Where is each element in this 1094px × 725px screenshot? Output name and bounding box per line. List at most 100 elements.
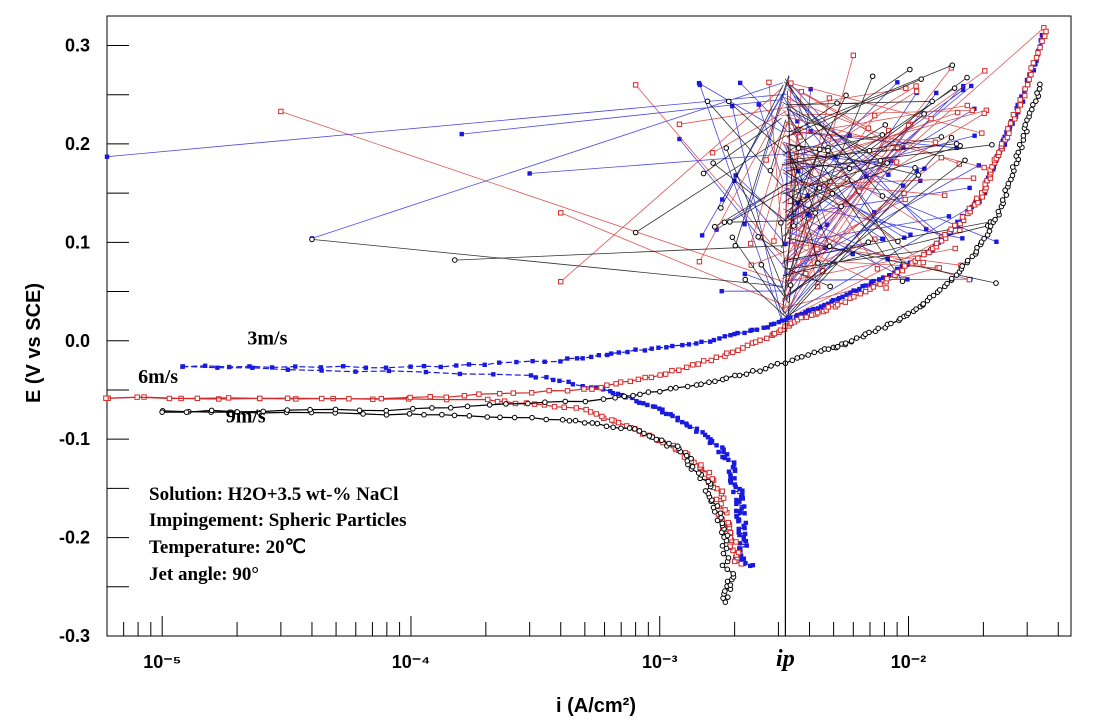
y-tick-label: 0.2: [65, 134, 90, 154]
data-point: [421, 363, 427, 369]
data-point: [542, 399, 548, 406]
data-point: [319, 368, 324, 373]
data-point: [551, 377, 556, 383]
data-point: [996, 149, 1002, 156]
data-point: [496, 390, 503, 397]
data-point: [928, 115, 934, 122]
data-point: [721, 219, 728, 226]
data-point: [486, 402, 493, 408]
data-point: [779, 318, 785, 323]
data-point: [874, 266, 881, 272]
data-point: [900, 183, 906, 188]
data-point: [930, 292, 937, 299]
data-point: [918, 76, 925, 82]
data-point: [857, 290, 864, 297]
data-point: [627, 378, 633, 385]
data-point: [662, 371, 669, 377]
data-point: [811, 349, 818, 356]
data-point: [565, 356, 570, 361]
series-6m-per-s: [103, 28, 1049, 567]
data-point: [938, 154, 945, 161]
data-point: [979, 130, 985, 136]
data-point: [850, 52, 857, 59]
data-point: [727, 529, 733, 536]
data-point: [278, 108, 284, 115]
data-point: [551, 404, 558, 410]
data-point: [914, 168, 919, 174]
data-point: [960, 87, 966, 93]
data-point: [992, 216, 998, 223]
data-point: [293, 396, 299, 402]
data-point: [485, 396, 491, 403]
data-point: [960, 236, 965, 241]
y-tick-label: -0.3: [59, 626, 90, 646]
data-point: [663, 411, 669, 417]
data-point: [530, 358, 535, 364]
data-point: [683, 364, 690, 371]
burst-lines: [311, 64, 997, 322]
data-point: [589, 354, 594, 360]
y-tick-label: -0.2: [59, 528, 90, 548]
data-point: [511, 414, 518, 421]
data-point: [103, 395, 109, 401]
data-point: [439, 411, 445, 418]
data-point: [842, 340, 849, 346]
data-point: [1019, 94, 1024, 99]
data-point: [544, 375, 549, 380]
data-point: [785, 315, 790, 320]
data-point: [735, 347, 741, 354]
data-point: [894, 145, 901, 152]
data-point: [717, 336, 722, 341]
y-tick-label: 0.1: [65, 232, 90, 252]
data-point: [744, 543, 749, 548]
data-point: [674, 443, 681, 450]
data-point: [649, 346, 654, 351]
data-point: [457, 371, 463, 377]
data-point: [953, 140, 960, 147]
data-point: [1003, 192, 1010, 198]
data-point: [429, 405, 435, 411]
data-point: [749, 368, 756, 374]
data-point: [673, 385, 679, 391]
data-point: [727, 478, 733, 483]
speed-annotation: 6m/s: [138, 366, 178, 388]
data-point: [706, 469, 713, 476]
data-point: [732, 242, 739, 249]
data-point: [811, 306, 816, 312]
data-point: [803, 270, 809, 277]
data-point: [702, 432, 708, 438]
data-point: [924, 227, 929, 232]
data-point: [693, 382, 700, 388]
data-point: [975, 199, 981, 206]
data-point: [718, 514, 724, 521]
data-point: [871, 112, 878, 119]
data-point: [637, 391, 643, 398]
data-point: [700, 430, 705, 435]
info-jet-angle: Jet angle: 90°: [149, 564, 259, 585]
data-point: [771, 330, 778, 337]
data-point: [846, 165, 853, 172]
data-point: [698, 381, 704, 388]
data-point: [194, 395, 201, 401]
data-point: [976, 163, 982, 168]
data-point: [497, 360, 502, 365]
data-point: [732, 331, 737, 337]
data-point: [982, 68, 988, 74]
data-point: [600, 396, 607, 402]
data-point: [709, 150, 716, 156]
data-point: [696, 259, 703, 265]
data-point: [216, 396, 222, 402]
data-point: [989, 141, 995, 148]
data-point: [838, 203, 844, 210]
data-point: [866, 329, 872, 336]
data-point: [724, 350, 730, 356]
data-point: [293, 364, 298, 369]
data-point: [899, 264, 905, 269]
data-point: [621, 393, 628, 400]
data-point: [363, 365, 369, 370]
data-point: [869, 73, 876, 80]
data-point: [589, 420, 596, 426]
series-line: [162, 84, 1041, 413]
data-point: [737, 80, 743, 86]
data-point: [650, 404, 656, 409]
